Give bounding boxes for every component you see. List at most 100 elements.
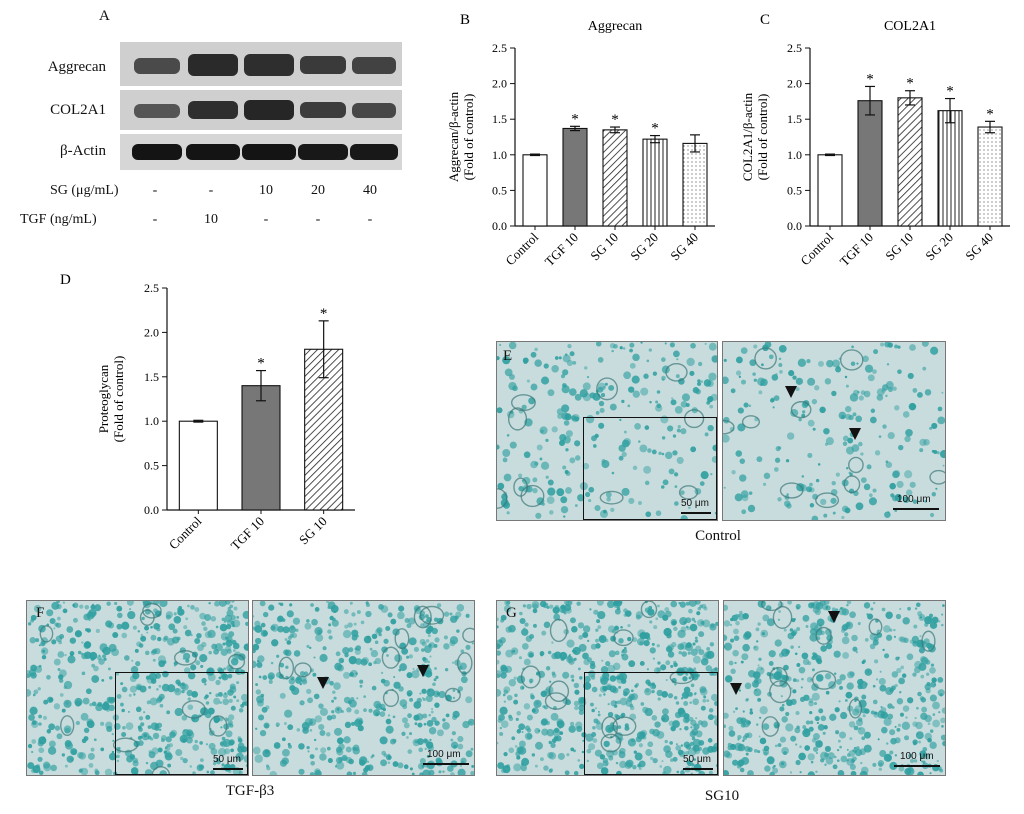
bar xyxy=(817,154,843,227)
panel-letter: B xyxy=(460,12,470,28)
bar xyxy=(857,100,883,227)
bar xyxy=(642,138,668,227)
chart-title: COL2A1 xyxy=(884,19,936,34)
micrograph-tgf-high: 100 μm xyxy=(252,600,475,776)
x-tick-label: SG 10 xyxy=(296,514,330,548)
significance-marker: * xyxy=(986,106,994,122)
y-axis-label: COL2A1/β-actin(Fold of control) xyxy=(740,92,770,181)
scale-bar-label: 50 μm xyxy=(213,754,241,765)
stain-texture xyxy=(253,601,474,775)
x-tick-label: Control xyxy=(166,513,205,552)
y-tick-label: 1.5 xyxy=(492,112,507,126)
micrograph-sg10-low: 50 μm xyxy=(496,600,719,776)
bar xyxy=(602,129,628,227)
inset-box xyxy=(115,672,248,775)
x-tick-label: TGF 10 xyxy=(837,230,876,269)
condition-value: - xyxy=(315,212,321,227)
wb-label-aggrecan: Aggrecan xyxy=(47,59,106,75)
y-tick-label: 1.0 xyxy=(144,414,159,428)
wb-strip-col2a1 xyxy=(120,90,402,130)
wb-band xyxy=(188,54,238,76)
y-tick-label: 1.5 xyxy=(787,112,802,126)
wb-label-col2a1: COL2A1 xyxy=(50,102,106,118)
y-axis-label: Proteoglycan(Fold of control) xyxy=(96,356,126,443)
y-tick-label: 1.0 xyxy=(492,148,507,162)
condition-label-sg: SG (μg/mL) xyxy=(50,183,119,198)
wb-band xyxy=(300,102,346,118)
arrow-down-icon xyxy=(730,683,742,695)
significance-marker: * xyxy=(571,111,579,127)
bar xyxy=(977,126,1003,227)
y-tick-label: 2.5 xyxy=(787,41,802,55)
scale-bar xyxy=(893,508,939,510)
bar xyxy=(897,97,923,227)
y-tick-label: 0.5 xyxy=(492,183,507,197)
significance-marker: * xyxy=(611,112,619,128)
y-tick-label: 0.5 xyxy=(144,459,159,473)
inset-box xyxy=(584,672,718,775)
y-tick-label: 2.0 xyxy=(787,77,802,91)
caption-sg10: SG10 xyxy=(704,788,740,804)
condition-value: 10 xyxy=(204,212,218,227)
significance-marker: * xyxy=(651,121,659,137)
micrograph-control-low: 50 μm xyxy=(496,341,718,521)
wb-band xyxy=(244,54,294,76)
micrograph-sg10-high: 100 μm xyxy=(723,600,946,776)
bar xyxy=(937,110,963,227)
y-tick-label: 0.0 xyxy=(144,503,159,517)
chart-aggrecan: Aggrecan B 0.0 0.5 1.0 1.5 2.0 2.5 Aggrecan/β-ac… xyxy=(446,12,715,269)
y-axis-label: Aggrecan/β-actin(Fold of control) xyxy=(446,91,476,182)
arrow-down-icon xyxy=(417,665,429,677)
arrow-down-icon xyxy=(849,428,861,440)
significance-marker: * xyxy=(906,76,914,92)
wb-band xyxy=(244,100,294,120)
significance-marker: * xyxy=(866,71,874,87)
panel-g-letter: G xyxy=(506,605,517,621)
wb-band xyxy=(132,144,182,160)
wb-band xyxy=(186,144,240,160)
condition-value: - xyxy=(208,183,214,198)
wb-band xyxy=(352,57,396,74)
condition-value: - xyxy=(263,212,269,227)
scale-bar-label: 100 μm xyxy=(897,494,931,505)
stain-texture xyxy=(723,342,945,520)
wb-label-beta-actin: β-Actin xyxy=(60,143,106,159)
x-tick-label: Control xyxy=(797,229,836,268)
y-tick-label: 0.0 xyxy=(787,219,802,233)
scale-bar xyxy=(681,512,711,514)
scale-bar-label: 50 μm xyxy=(681,498,709,509)
arrow-down-icon xyxy=(785,386,797,398)
scale-bar xyxy=(683,768,713,770)
scale-bar xyxy=(213,768,243,770)
stain-texture xyxy=(497,342,717,520)
significance-marker: * xyxy=(946,84,954,100)
x-tick-label: SG 10 xyxy=(587,230,621,264)
scale-bar-label: 100 μm xyxy=(900,751,934,762)
y-tick-label: 0.0 xyxy=(492,219,507,233)
chart-col2a1: COL2A1 C 0.0 0.5 1.0 1.5 2.0 2.5 COL2A1/β-actin(… xyxy=(740,12,1010,269)
x-tick-label: SG 40 xyxy=(667,230,701,264)
wb-strip-aggrecan xyxy=(120,42,402,86)
wb-strip-beta-actin xyxy=(120,134,402,170)
condition-value: - xyxy=(367,212,373,227)
panel-f-letter: F xyxy=(36,605,45,621)
bar xyxy=(562,127,588,227)
stain-texture xyxy=(27,601,248,775)
x-tick-label: SG 20 xyxy=(922,230,956,264)
micrograph-control-high: 100 μm xyxy=(722,341,946,521)
condition-value: - xyxy=(152,183,158,198)
scale-bar xyxy=(423,763,469,765)
micrograph-tgf-low: 50 μm xyxy=(26,600,249,776)
arrow-down-icon xyxy=(828,611,840,623)
panel-a-letter: A xyxy=(99,8,110,24)
y-tick-label: 2.5 xyxy=(492,41,507,55)
scale-bar xyxy=(894,765,940,767)
x-tick-label: TGF 10 xyxy=(542,230,581,269)
condition-label-tgf: TGF (ng/mL) xyxy=(20,212,97,227)
panel-letter: D xyxy=(60,272,71,288)
y-tick-label: 0.5 xyxy=(787,183,802,197)
wb-band xyxy=(298,144,348,160)
bar xyxy=(682,142,708,227)
x-tick-label: Control xyxy=(502,229,541,268)
